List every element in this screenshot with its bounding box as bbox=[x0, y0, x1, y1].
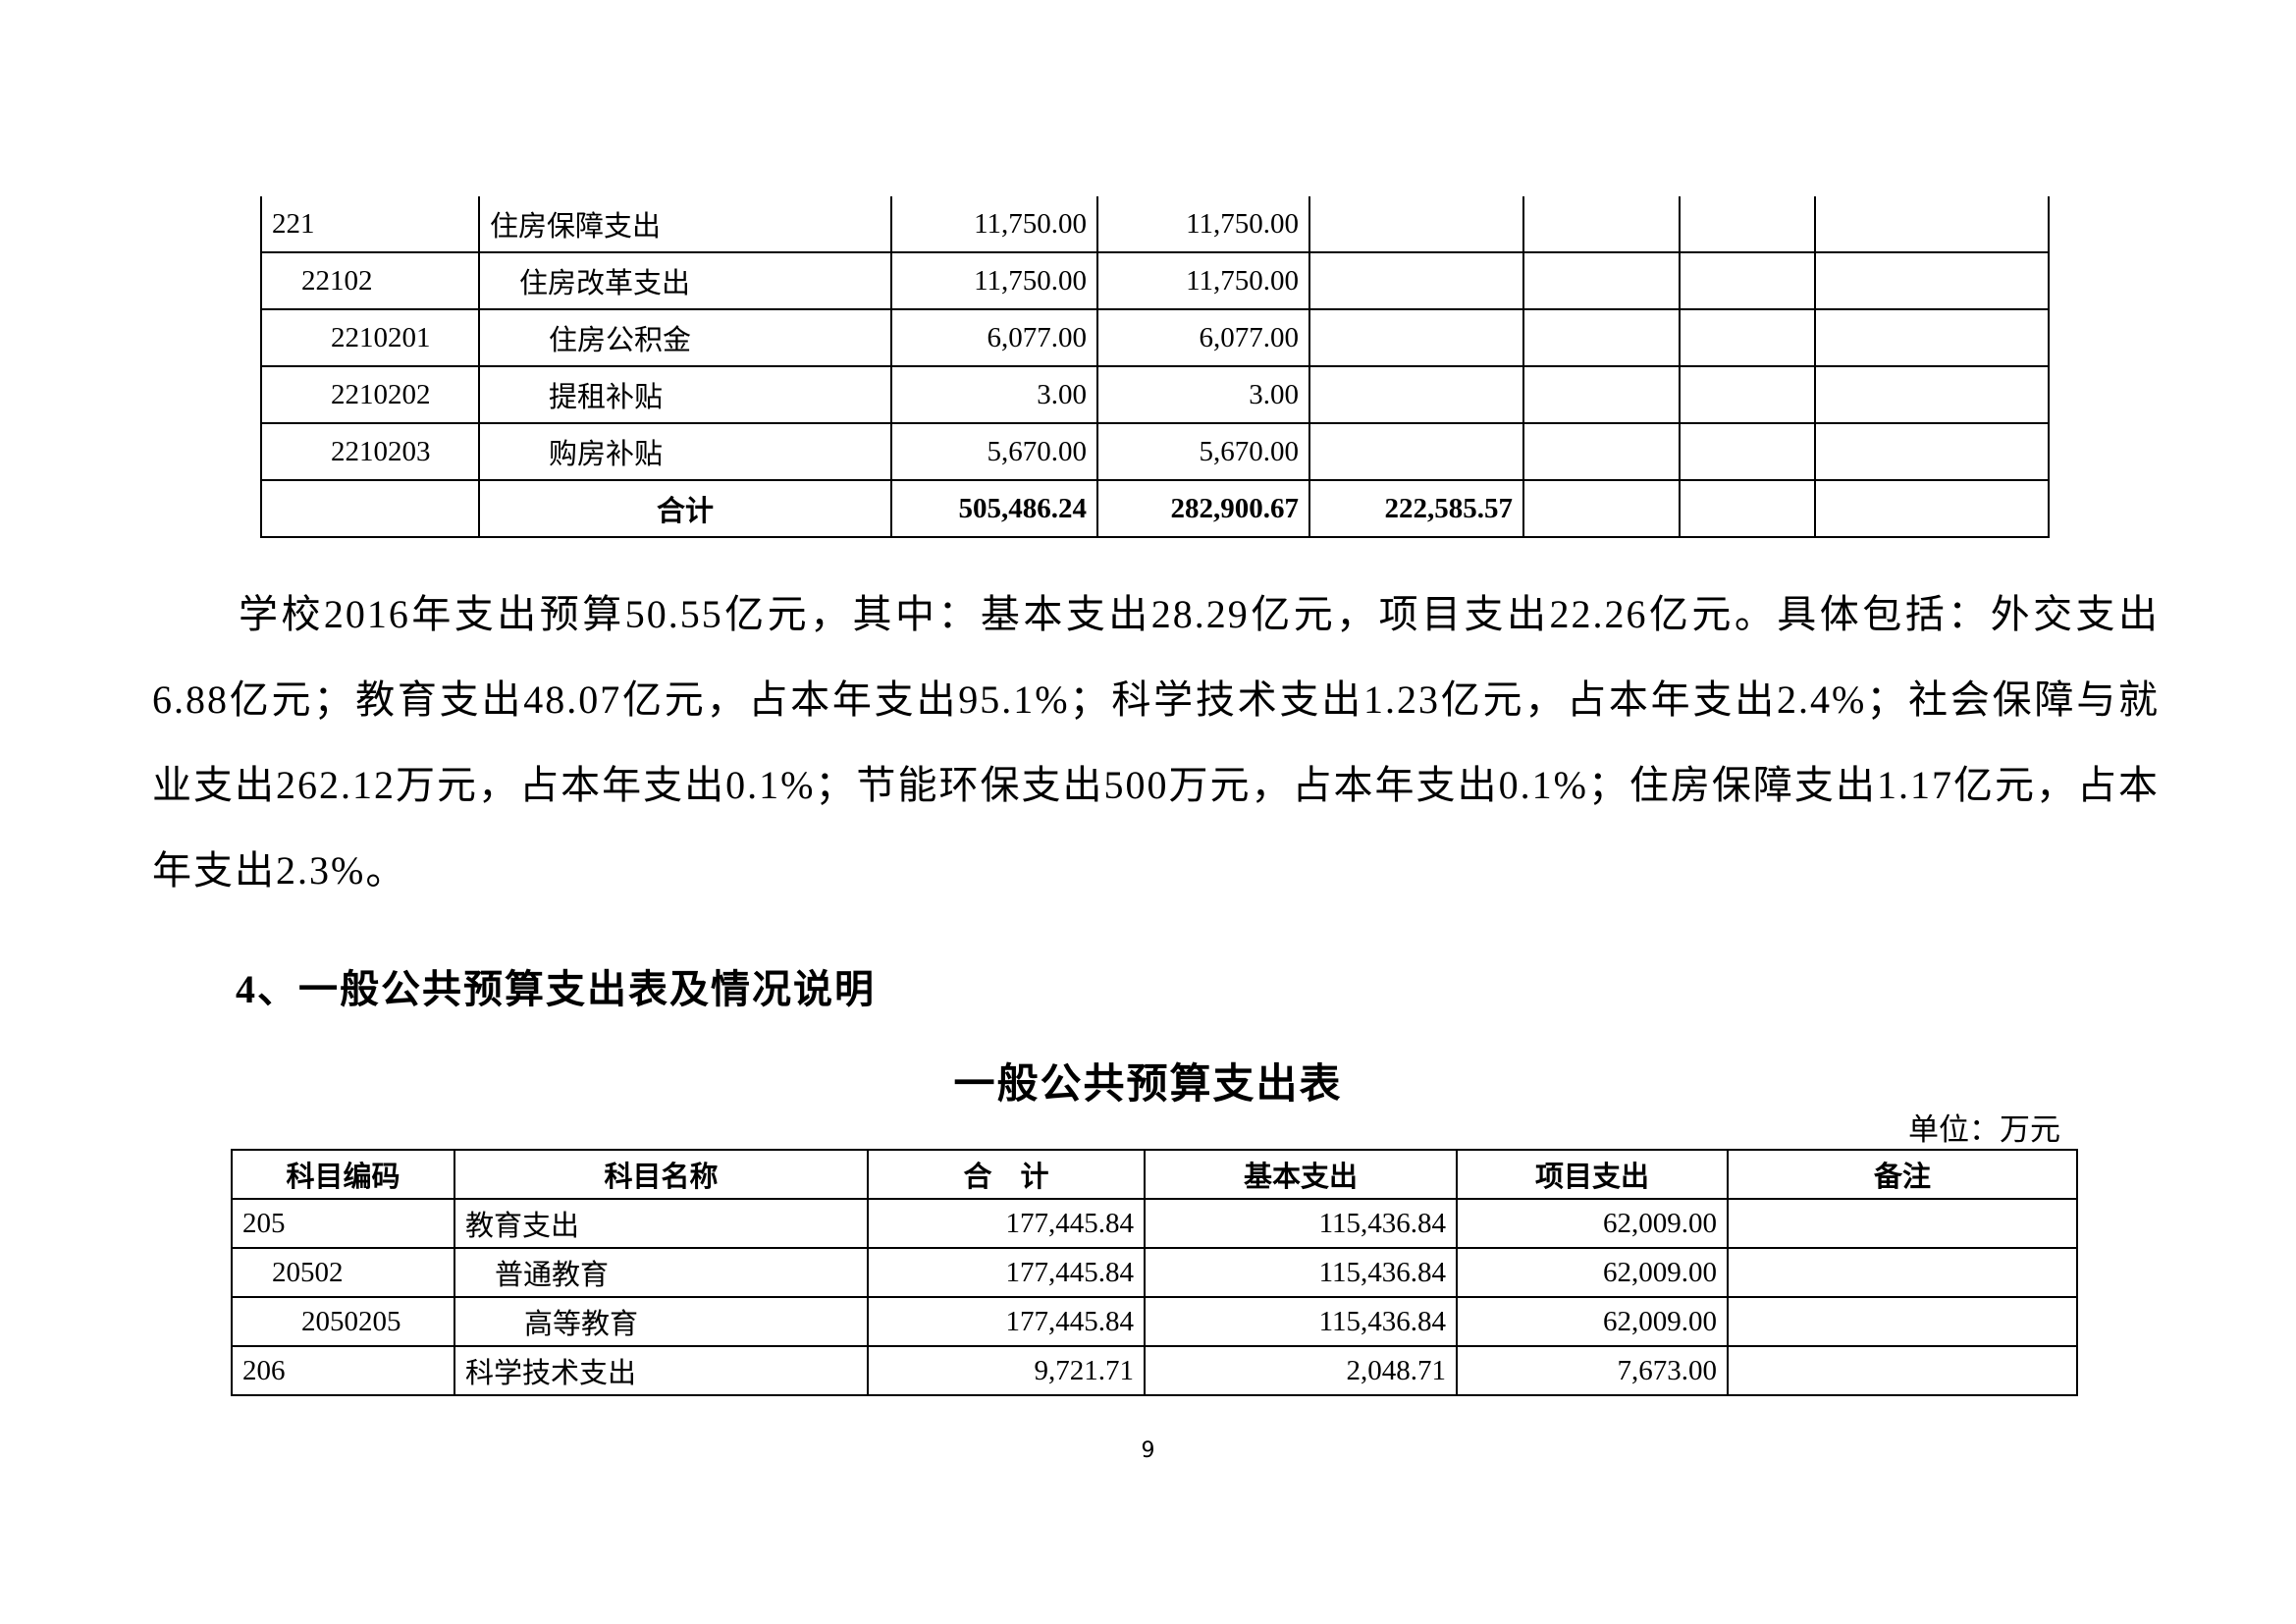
table-row: 20502 普通教育 177,445.84 115,436.84 62,009.00 bbox=[231, 1247, 2078, 1298]
total-cell: 177,445.84 bbox=[867, 1198, 1146, 1249]
empty-cell bbox=[1679, 422, 1816, 481]
note-cell bbox=[1727, 1345, 2078, 1396]
budget-summary-paragraph: 学校2016年支出预算50.55亿元，其中：基本支出28.29亿元，项目支出22… bbox=[152, 592, 2160, 893]
project-cell bbox=[1308, 196, 1524, 253]
basic-cell: 5,670.00 bbox=[1096, 422, 1310, 481]
table-row: 2050205 高等教育 177,445.84 115,436.84 62,009.00 bbox=[231, 1296, 2078, 1347]
note-cell bbox=[1727, 1247, 2078, 1298]
total-label: 合计 bbox=[478, 479, 892, 538]
name-cell: 购房补贴 bbox=[478, 422, 892, 481]
code-cell: 2210202 bbox=[260, 365, 480, 424]
basic-cell: 11,750.00 bbox=[1096, 196, 1310, 253]
code-cell: 205 bbox=[231, 1198, 455, 1249]
page-number: 9 bbox=[1141, 1438, 1155, 1463]
header-cell: 项目支出 bbox=[1456, 1149, 1729, 1200]
project-cell: 62,009.00 bbox=[1456, 1198, 1729, 1249]
table-row: 22102 住房改革支出 11,750.00 11,750.00 bbox=[260, 251, 2050, 310]
empty-cell bbox=[1522, 365, 1681, 424]
empty-cell bbox=[1814, 479, 2050, 538]
project-cell bbox=[1308, 365, 1524, 424]
name-cell: 高等教育 bbox=[454, 1296, 869, 1347]
name-cell: 住房保障支出 bbox=[478, 196, 892, 253]
total-cell: 5,670.00 bbox=[890, 422, 1098, 481]
table-row: 205 教育支出 177,445.84 115,436.84 62,009.00 bbox=[231, 1198, 2078, 1249]
empty-cell bbox=[1679, 479, 1816, 538]
total-cell: 11,750.00 bbox=[890, 196, 1098, 253]
expenditure-table-continued: 221 住房保障支出 11,750.00 11,750.00 22102 住房改革支出 11… bbox=[260, 196, 2050, 538]
project-cell bbox=[1308, 251, 1524, 310]
empty-cell bbox=[1522, 196, 1681, 253]
code-cell: 206 bbox=[231, 1345, 455, 1396]
total-cell: 11,750.00 bbox=[890, 251, 1098, 310]
basic-cell: 115,436.84 bbox=[1144, 1296, 1458, 1347]
table-row: 2210202 提租补贴 3.00 3.00 bbox=[260, 365, 2050, 424]
project-cell bbox=[1308, 308, 1524, 367]
code-cell: 221 bbox=[260, 196, 480, 253]
empty-cell bbox=[1522, 422, 1681, 481]
table-row: 2210203 购房补贴 5,670.00 5,670.00 bbox=[260, 422, 2050, 481]
note-cell bbox=[1727, 1198, 2078, 1249]
unit-label: 单位：万元 bbox=[1908, 1112, 2060, 1147]
basic-cell: 115,436.84 bbox=[1144, 1198, 1458, 1249]
name-cell: 住房改革支出 bbox=[478, 251, 892, 310]
code-cell: 22102 bbox=[260, 251, 480, 310]
basic-cell: 3.00 bbox=[1096, 365, 1310, 424]
code-cell: 2050205 bbox=[231, 1296, 455, 1347]
section-heading: 4、一般公共预算支出表及情况说明 bbox=[236, 967, 876, 1011]
basic-cell: 282,900.67 bbox=[1096, 479, 1310, 538]
basic-cell: 2,048.71 bbox=[1144, 1345, 1458, 1396]
header-cell: 科目编码 bbox=[231, 1149, 455, 1200]
name-cell: 科学技术支出 bbox=[454, 1345, 869, 1396]
total-cell: 3.00 bbox=[890, 365, 1098, 424]
basic-cell: 115,436.84 bbox=[1144, 1247, 1458, 1298]
empty-cell bbox=[1814, 196, 2050, 253]
project-cell: 62,009.00 bbox=[1456, 1296, 1729, 1347]
basic-cell: 11,750.00 bbox=[1096, 251, 1310, 310]
project-cell bbox=[1308, 422, 1524, 481]
header-cell: 合 计 bbox=[867, 1149, 1146, 1200]
empty-cell bbox=[1522, 479, 1681, 538]
name-cell: 教育支出 bbox=[454, 1198, 869, 1249]
table-title: 一般公共预算支出表 bbox=[953, 1062, 1343, 1108]
project-cell: 62,009.00 bbox=[1456, 1247, 1729, 1298]
total-row: 合计 505,486.24 282,900.67 222,585.57 bbox=[260, 479, 2050, 538]
empty-cell bbox=[1679, 365, 1816, 424]
empty-cell bbox=[1814, 251, 2050, 310]
total-cell: 177,445.84 bbox=[867, 1247, 1146, 1298]
empty-cell bbox=[1522, 308, 1681, 367]
name-cell: 住房公积金 bbox=[478, 308, 892, 367]
empty-cell bbox=[1522, 251, 1681, 310]
empty-cell bbox=[260, 479, 480, 538]
header-cell: 基本支出 bbox=[1144, 1149, 1458, 1200]
name-cell: 普通教育 bbox=[454, 1247, 869, 1298]
note-cell bbox=[1727, 1296, 2078, 1347]
table-header-row: 科目编码 科目名称合 计基本支出 项目支出 备注 bbox=[231, 1149, 2078, 1200]
table-row: 2210201 住房公积金 6,077.00 6,077.00 bbox=[260, 308, 2050, 367]
empty-cell bbox=[1679, 196, 1816, 253]
empty-cell bbox=[1679, 251, 1816, 310]
general-public-budget-table: 科目编码 科目名称合 计基本支出 项目支出 备注 205 教育支出 177,445.84 1… bbox=[231, 1149, 2078, 1396]
code-cell: 2210203 bbox=[260, 422, 480, 481]
empty-cell bbox=[1814, 422, 2050, 481]
table-row: 221 住房保障支出 11,750.00 11,750.00 bbox=[260, 196, 2050, 253]
total-cell: 177,445.84 bbox=[867, 1296, 1146, 1347]
empty-cell bbox=[1679, 308, 1816, 367]
project-cell: 7,673.00 bbox=[1456, 1345, 1729, 1396]
header-cell: 备注 bbox=[1727, 1149, 2078, 1200]
basic-cell: 6,077.00 bbox=[1096, 308, 1310, 367]
empty-cell bbox=[1814, 308, 2050, 367]
code-cell: 20502 bbox=[231, 1247, 455, 1298]
project-cell: 222,585.57 bbox=[1308, 479, 1524, 538]
empty-cell bbox=[1814, 365, 2050, 424]
total-cell: 9,721.71 bbox=[867, 1345, 1146, 1396]
total-cell: 505,486.24 bbox=[890, 479, 1098, 538]
code-cell: 2210201 bbox=[260, 308, 480, 367]
total-cell: 6,077.00 bbox=[890, 308, 1098, 367]
table-row: 206 科学技术支出 9,721.71 2,048.71 7,673.00 bbox=[231, 1345, 2078, 1396]
header-cell: 科目名称 bbox=[454, 1149, 869, 1200]
name-cell: 提租补贴 bbox=[478, 365, 892, 424]
